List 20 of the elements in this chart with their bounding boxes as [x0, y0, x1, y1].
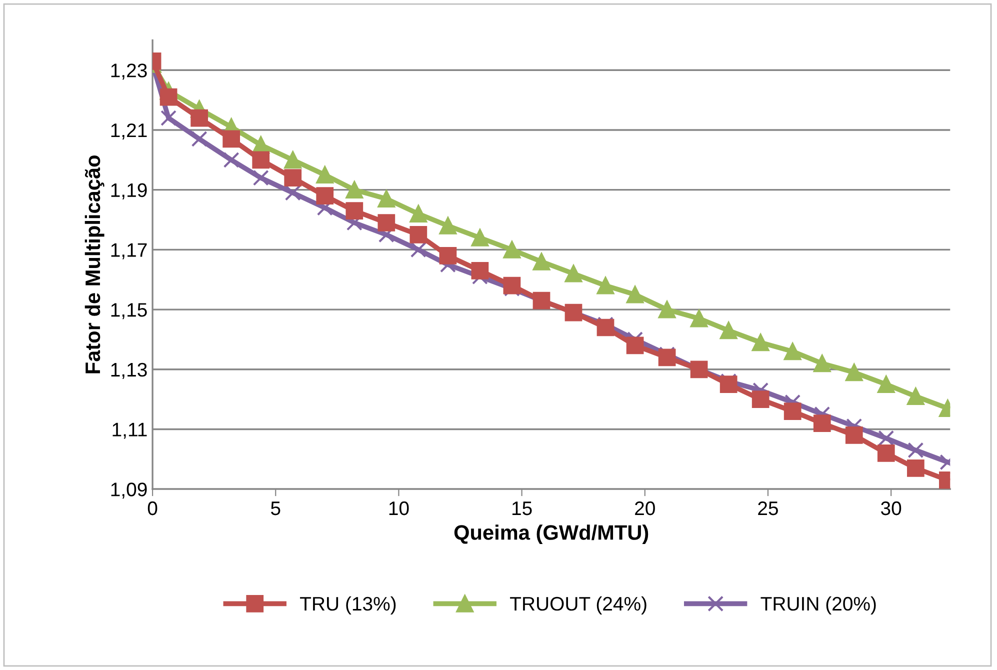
legend-label: TRUIN (20%) — [760, 596, 876, 614]
y-tick-label: 1,13 — [111, 362, 147, 379]
y-tick-label: 1,15 — [111, 303, 147, 320]
y-tick-label: 1,11 — [112, 422, 147, 439]
legend-label: TRU (13%) — [300, 596, 396, 614]
y-tick-label: 1,19 — [111, 183, 147, 200]
x-tick-label: 20 — [635, 501, 655, 516]
y-tick-label: 1,09 — [111, 482, 147, 499]
x-tick-label: 30 — [880, 501, 902, 516]
y-tick-label: 1,21 — [111, 123, 147, 140]
y-tick-label: 1,23 — [111, 64, 147, 80]
x-tick-label: 10 — [389, 501, 409, 516]
x-axis-title: Queima (GWd/MTU) — [454, 524, 648, 544]
legend-label: TRUOUT (24%) — [510, 596, 646, 614]
y-tick-label: 1,17 — [111, 243, 147, 260]
x-tick-label: 15 — [512, 502, 532, 516]
x-tick-label: 0 — [148, 501, 158, 516]
x-tick-label: 25 — [758, 501, 778, 516]
x-tick-label: 5 — [271, 502, 280, 516]
y-axis-title: Fator de Multiplicação — [84, 155, 104, 374]
